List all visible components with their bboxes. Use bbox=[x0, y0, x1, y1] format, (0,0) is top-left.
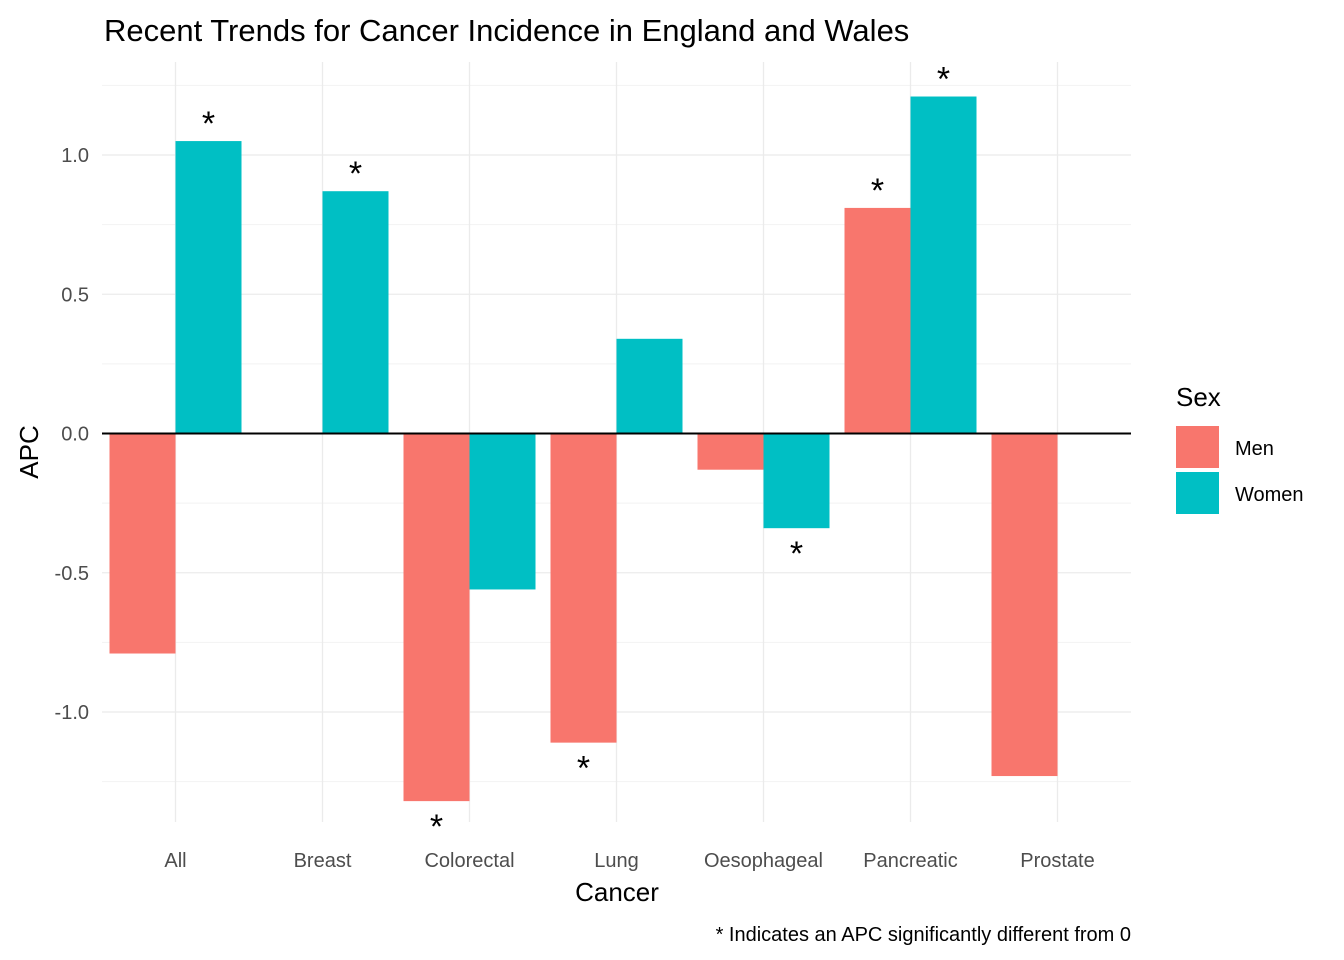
y-tick-label: -1.0 bbox=[55, 702, 89, 724]
legend-key-men bbox=[1176, 426, 1219, 468]
bar-men-prostate bbox=[991, 433, 1058, 777]
y-axis-tick-labels: -1.0 -0.5 0.0 0.5 1.0 bbox=[55, 145, 89, 724]
significance-marker: * bbox=[202, 105, 215, 143]
y-axis-title: APC bbox=[14, 425, 44, 478]
x-tick-label: Colorectal bbox=[424, 850, 514, 872]
y-tick-label: 1.0 bbox=[61, 145, 89, 167]
significance-marker: * bbox=[349, 155, 362, 193]
bar-men-lung bbox=[550, 433, 617, 743]
x-axis-title: Cancer bbox=[575, 877, 659, 907]
bar-women-all bbox=[175, 141, 242, 434]
y-tick-label: 0.5 bbox=[61, 284, 89, 306]
legend-title: Sex bbox=[1176, 382, 1221, 412]
bar-women-lung bbox=[616, 338, 683, 434]
significance-markers: * * * * * * * bbox=[202, 61, 950, 847]
bar-women-pancreatic bbox=[910, 96, 977, 434]
significance-marker: * bbox=[577, 750, 590, 788]
legend: Sex Men Women bbox=[1176, 382, 1304, 514]
bars bbox=[109, 96, 1058, 802]
bar-men-oesophageal bbox=[697, 433, 764, 470]
x-tick-label: Pancreatic bbox=[863, 850, 958, 872]
significance-marker: * bbox=[871, 172, 884, 210]
chart-title: Recent Trends for Cancer Incidence in En… bbox=[104, 13, 909, 48]
bar-women-colorectal bbox=[469, 433, 536, 590]
legend-label-women: Women bbox=[1235, 484, 1304, 506]
bar-women-breast bbox=[322, 191, 389, 434]
x-tick-label: Breast bbox=[294, 850, 352, 872]
significance-marker: * bbox=[937, 61, 950, 99]
x-tick-label: All bbox=[164, 850, 186, 872]
bar-women-oesophageal bbox=[763, 433, 830, 529]
bar-men-colorectal bbox=[403, 433, 470, 802]
significance-marker: * bbox=[430, 808, 443, 846]
y-tick-label: 0.0 bbox=[61, 424, 89, 446]
x-axis-tick-labels: All Breast Colorectal Lung Oesophageal Pancre… bbox=[164, 850, 1094, 872]
bar-men-all bbox=[109, 433, 176, 654]
x-tick-label: Oesophageal bbox=[704, 850, 823, 872]
y-tick-label: -0.5 bbox=[55, 563, 89, 585]
x-tick-label: Lung bbox=[594, 850, 639, 872]
bar-men-pancreatic bbox=[844, 207, 911, 434]
caption: * Indicates an APC significantly differe… bbox=[716, 924, 1131, 946]
x-tick-label: Prostate bbox=[1020, 850, 1094, 872]
legend-label-men: Men bbox=[1235, 438, 1274, 460]
significance-marker: * bbox=[790, 535, 803, 573]
legend-key-women bbox=[1176, 472, 1219, 514]
